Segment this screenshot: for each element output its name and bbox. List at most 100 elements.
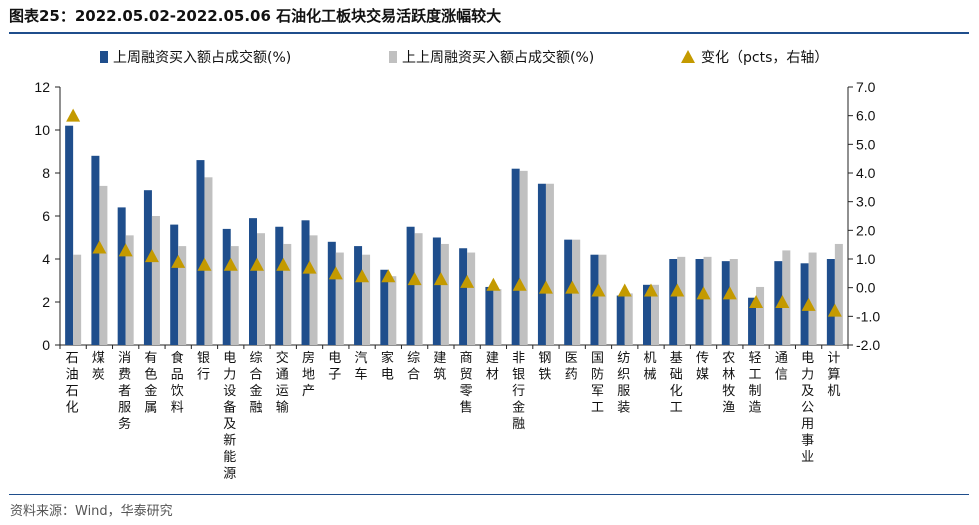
bar-series-1 [432, 237, 441, 345]
title-divider [9, 32, 969, 34]
x-category-label: 银行 [197, 351, 210, 383]
x-category-label: 电力设备及新能源 [223, 351, 236, 482]
x-category-label: 交通运输 [276, 350, 289, 416]
marker-series-3 [197, 257, 212, 271]
x-category-label: 非银行金融 [512, 351, 525, 432]
x-category-label: 通信 [775, 351, 788, 383]
bar-series-1 [695, 259, 704, 345]
left-y-tick-label: 8 [42, 165, 50, 181]
bar-series-2 [388, 276, 397, 345]
bar-series-1 [669, 259, 678, 345]
left-y-tick-label: 4 [42, 251, 50, 267]
marker-series-3 [512, 277, 527, 291]
bar-series-1 [354, 246, 363, 345]
x-category-label: 机械 [643, 351, 656, 383]
x-category-label: 传媒 [696, 351, 709, 383]
marker-series-3 [302, 260, 317, 274]
x-category-label: 石油石化 [66, 351, 79, 416]
bar-series-1 [748, 297, 757, 345]
right-y-tick-label: 0.0 [856, 280, 876, 296]
x-category-label: 钢铁 [538, 351, 551, 383]
marker-series-3 [407, 272, 422, 286]
bar-series-2 [651, 284, 659, 345]
x-category-label: 基础化工 [670, 351, 683, 416]
left-y-tick-label: 12 [34, 79, 50, 95]
marker-series-3 [328, 266, 343, 280]
bar-series-1 [826, 259, 835, 345]
marker-series-3 [118, 243, 133, 257]
x-category-label: 计算机 [827, 351, 840, 399]
right-y-tick-label: 1.0 [856, 251, 876, 267]
marker-series-3 [144, 249, 159, 263]
marker-series-3 [617, 283, 632, 297]
bar-series-1 [485, 286, 494, 345]
marker-series-3 [565, 280, 580, 294]
footer-divider [9, 494, 969, 495]
x-category-label: 家电 [381, 350, 394, 383]
marker-series-3 [381, 269, 396, 283]
x-category-label: 有色金属 [144, 351, 157, 416]
bar-series-2 [230, 246, 239, 345]
legend-label-series-3: 变化（pcts，右轴） [701, 50, 828, 66]
x-category-label: 农林牧渔 [722, 351, 735, 416]
bar-series-1 [275, 226, 284, 345]
x-category-label: 建筑 [433, 351, 446, 383]
bar-series-1 [143, 190, 152, 345]
bar-series-1 [222, 228, 231, 345]
bar-series-1 [65, 125, 74, 345]
bar-series-2 [729, 259, 738, 345]
chart-title: 图表25：2022.05.02-2022.05.06 石油化工板块交易活跃度涨幅… [9, 7, 502, 25]
bar-series-2 [834, 243, 843, 345]
right-y-tick-label: -2.0 [856, 337, 880, 353]
bar-series-2 [283, 243, 292, 345]
right-y-tick-label: 4.0 [856, 165, 876, 181]
marker-series-3 [276, 257, 291, 271]
marker-series-3 [749, 295, 764, 308]
bar-series-1 [380, 269, 389, 345]
x-category-label: 煤炭 [92, 351, 105, 383]
bar-series-2 [73, 254, 82, 345]
bar-series-2 [624, 293, 633, 345]
x-category-label: 消费者服务 [118, 351, 131, 432]
marker-series-3 [827, 303, 842, 317]
marker-series-3 [223, 257, 238, 271]
bar-series-2 [204, 177, 213, 345]
x-category-label: 轻工制造 [749, 351, 762, 416]
x-category-label: 综合金融 [249, 351, 262, 416]
bar-series-1 [537, 183, 546, 345]
bar-series-2 [545, 183, 554, 345]
bar-series-1 [616, 295, 625, 345]
bar-series-1 [249, 218, 257, 345]
bar-series-2 [309, 235, 318, 345]
bar-series-1 [301, 220, 310, 345]
x-category-label: 商贸零售 [460, 351, 473, 416]
bar-series-2 [598, 254, 607, 345]
x-category-label: 电力及公用事业 [801, 351, 814, 465]
right-y-tick-label: 5.0 [856, 136, 876, 152]
marker-series-3 [460, 274, 475, 288]
bar-series-1 [117, 207, 126, 345]
x-category-label: 国防军工 [591, 351, 604, 416]
bar-series-1 [327, 241, 336, 345]
legend-swatch-series-2 [389, 51, 397, 63]
bar-series-2 [125, 235, 134, 345]
bar-series-1 [590, 254, 599, 345]
x-category-label: 医药 [565, 351, 578, 383]
bar-series-1 [800, 263, 809, 345]
left-y-tick-label: 2 [42, 294, 50, 310]
x-category-label: 汽车 [355, 351, 368, 383]
marker-series-3 [486, 277, 501, 291]
legend-swatch-series-1 [100, 51, 108, 63]
x-category-label: 纺织服装 [617, 351, 630, 416]
bar-series-2 [99, 185, 108, 345]
left-y-tick-label: 0 [42, 337, 50, 353]
bar-series-2 [440, 243, 449, 345]
marker-series-3 [433, 272, 448, 286]
bar-series-2 [335, 252, 344, 345]
right-y-tick-label: 2.0 [856, 222, 876, 238]
bar-series-1 [511, 168, 520, 345]
marker-series-3 [722, 286, 737, 300]
x-category-label: 电子 [328, 351, 341, 383]
marker-series-3 [644, 283, 658, 297]
x-category-label: 食品饮料 [171, 350, 184, 416]
